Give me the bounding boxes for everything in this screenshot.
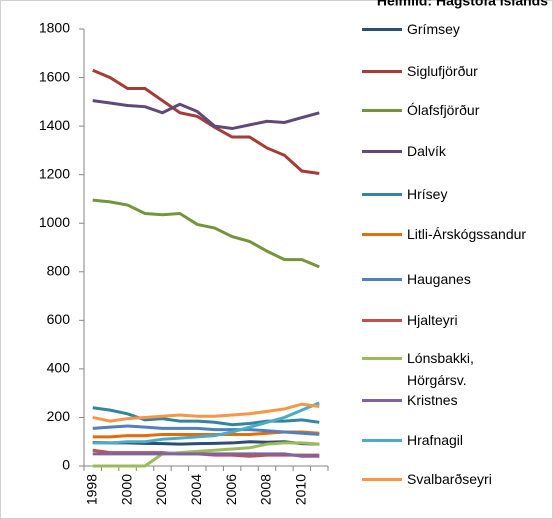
source-note: Heimild: Hagstofa Íslands [377,0,548,9]
y-tick-label: 600 [47,311,71,327]
series-line [92,68,320,175]
legend-item: Lónsbakki, Hörgársv. [362,349,537,391]
y-tick-label: 1200 [39,165,70,181]
legend-label: Lónsbakki, Hörgársv. [407,350,474,388]
legend-label: Siglufjörður [407,63,478,79]
x-tick-label: 2008 [258,474,274,505]
legend-item: Ólafsfjörður [362,101,537,121]
legend-item: Hauganes [362,270,537,290]
legend-swatch [362,28,402,31]
x-tick-label: 2010 [293,474,309,505]
legend-swatch [362,478,402,481]
series-line [92,452,320,458]
y-tick-label: 200 [47,408,71,424]
legend-item: Siglufjörður [362,62,537,82]
series-line [92,424,320,436]
series-line [92,406,320,427]
y-tick-label: 1600 [39,68,70,84]
legend-swatch [362,357,402,360]
y-tick-label: 1400 [39,117,70,133]
series-line [92,198,320,269]
legend-swatch [362,233,402,236]
series-line [92,441,320,468]
legend-swatch [362,319,402,322]
series-line [92,99,320,131]
legend-item: Hjalteyri [362,311,537,331]
legend-label: Ólafsfjörður [407,102,480,118]
legend-label: Litli-Árskógssandur [407,226,527,242]
legend-swatch [362,439,402,442]
legend-label: Dalvík [407,143,446,159]
x-tick-label: 2004 [188,474,204,505]
x-tick-label: 2002 [153,474,169,505]
x-tick-label: 2006 [223,474,239,505]
legend-label: Hauganes [407,271,471,287]
legend-swatch [362,193,402,196]
legend-swatch [362,399,402,402]
y-tick-label: 800 [47,262,71,278]
y-tick-label: 0 [62,457,70,473]
legend-item: Litli-Árskógssandur [362,225,537,245]
y-tick-label: 400 [47,360,71,376]
legend-label: Svalbarðseyri [407,471,492,487]
x-tick-label: 1998 [83,474,99,505]
legend-label: Hrafnagil [407,432,464,448]
legend-swatch [362,70,402,73]
legend-item: Svalbarðseyri [362,470,537,490]
y-tick-label: 1000 [39,214,70,230]
legend-swatch [362,109,402,112]
legend-label: Hrísey [407,186,448,202]
legend-label: Kristnes [407,392,458,408]
x-tick-label: 2000 [118,474,134,505]
series-line [92,402,320,423]
legend-item: Kristnes [362,391,537,411]
legend-item: Dalvík [362,142,537,162]
legend-item: Hrísey [362,185,537,205]
legend-swatch [362,150,402,153]
legend-label: Grímsey [407,21,460,37]
y-tick-label: 1800 [39,20,70,36]
legend-item: Hrafnagil [362,431,537,451]
series-line [92,401,320,445]
legend-label: Hjalteyri [407,312,458,328]
legend-swatch [362,278,402,281]
legend-item: Grímsey [362,20,537,40]
